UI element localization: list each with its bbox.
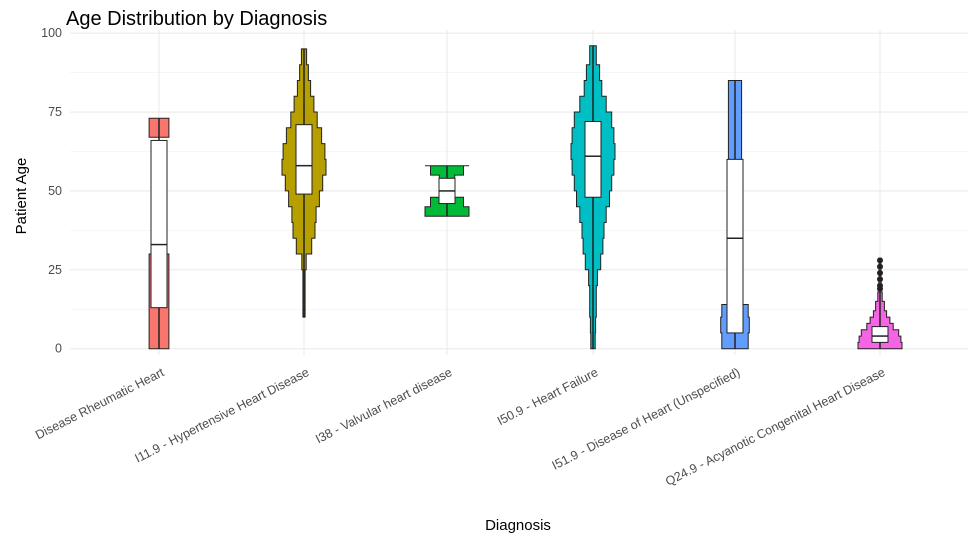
box-iqr — [726, 158, 744, 334]
outlier-point — [877, 263, 883, 270]
box-iqr — [871, 326, 889, 343]
x-tick-label: I50.9 - Heart Failure — [495, 365, 600, 428]
x-tick-label: Disease Rheumatic Heart — [33, 365, 167, 442]
y-tick-label: 25 — [48, 263, 62, 277]
y-tick-label: 75 — [48, 105, 62, 119]
y-tick-label: 100 — [41, 26, 62, 40]
y-axis-title: Patient Age — [13, 158, 30, 235]
chart-title: Age Distribution by Diagnosis — [66, 8, 327, 30]
outlier-point — [877, 282, 883, 289]
violin-group — [720, 80, 750, 350]
y-tick-label: 0 — [55, 342, 62, 356]
outlier-point — [877, 276, 883, 283]
violin-group — [281, 48, 327, 318]
grid — [70, 30, 968, 355]
violin-group — [148, 117, 170, 350]
y-axis-ticks: 0 25 50 75 100 — [41, 26, 62, 356]
x-tick-label: I38 - Valvular heart disease — [313, 365, 454, 446]
x-tick-label: Q24.9 - Acyanotic Congenital Heart Disea… — [663, 365, 887, 489]
violin-group — [857, 257, 903, 350]
box-iqr — [584, 121, 602, 198]
violin-group — [570, 45, 616, 350]
x-axis-title: Diagnosis — [485, 517, 551, 534]
violin-group — [424, 165, 470, 217]
violins — [148, 45, 903, 350]
y-tick-label: 50 — [48, 184, 62, 198]
outlier-point — [877, 257, 883, 264]
box-iqr — [295, 124, 313, 195]
outlier-point — [877, 269, 883, 276]
box-iqr — [150, 139, 168, 309]
